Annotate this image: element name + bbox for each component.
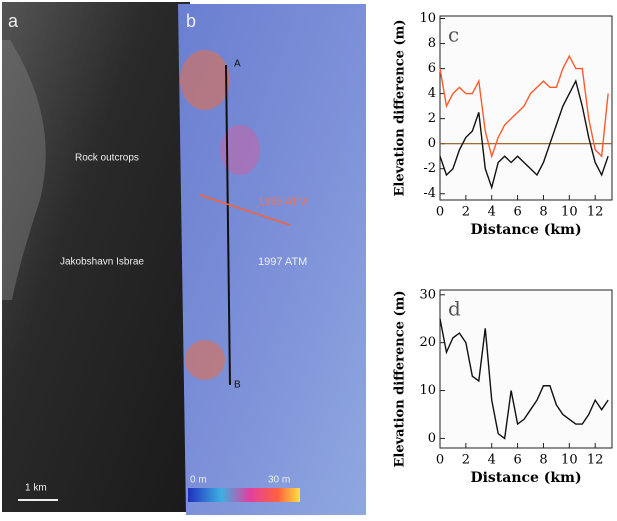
x-tick-label: 8: [539, 453, 547, 468]
y-tick-label: 10: [419, 11, 436, 26]
annotation: Rock outcrops: [75, 153, 139, 164]
panel-label: b: [186, 11, 196, 31]
y-tick-label: 10: [419, 383, 436, 398]
x-tick-label: 10: [561, 453, 578, 468]
colorbar-label: 0 m: [190, 475, 207, 486]
colorbar: [188, 488, 300, 502]
panel-label: d: [448, 297, 461, 321]
y-tick-label: -4: [423, 186, 436, 201]
x-tick-label: 12: [587, 205, 604, 220]
high-region: [185, 340, 225, 380]
y-tick-label: 0: [428, 431, 436, 446]
atm-1995-track: [199, 194, 291, 226]
y-tick-label: 6: [428, 61, 436, 76]
x-tick-label: 0: [436, 205, 444, 220]
y-tick-label: -2: [423, 161, 436, 176]
panel-label: a: [8, 11, 19, 31]
x-tick-label: 2: [462, 205, 470, 220]
y-tick-label: 0: [428, 136, 436, 151]
x-axis-label: Distance (km): [470, 222, 581, 238]
y-tick-label: 20: [419, 335, 436, 350]
plot-frame: [439, 289, 613, 449]
panel-label: c: [448, 23, 459, 47]
rock-texture: [2, 40, 46, 300]
y-tick-label: 2: [428, 111, 436, 126]
y-tick-label: 4: [428, 86, 436, 101]
point-label: A: [234, 59, 241, 70]
high-region: [220, 125, 260, 175]
x-tick-label: 10: [561, 205, 578, 220]
annotation: Jakobshavn Isbrae: [60, 257, 144, 268]
scale-bar-label: 1 km: [25, 483, 47, 494]
x-tick-label: 6: [513, 205, 521, 220]
x-tick-label: 4: [488, 205, 496, 220]
x-tick-label: 2: [462, 453, 470, 468]
x-tick-label: 12: [587, 453, 604, 468]
data-line: [439, 79, 609, 190]
panel-b-image: [178, 4, 366, 515]
plot-frame: [439, 15, 613, 201]
x-tick-label: 4: [488, 453, 496, 468]
annotation: 1997 ATM: [258, 256, 307, 268]
x-tick-label: 6: [513, 453, 521, 468]
high-region: [180, 50, 230, 110]
data-line: [439, 54, 609, 159]
y-tick-label: 30: [419, 287, 436, 302]
y-tick-label: 8: [428, 36, 436, 51]
y-axis-label: Elevation difference (m): [393, 20, 408, 197]
data-line: [439, 318, 609, 440]
colorbar-label: 30 m: [268, 475, 290, 486]
point-label: B: [234, 380, 241, 391]
x-tick-label: 0: [436, 453, 444, 468]
y-axis-label: Elevation difference (m): [393, 291, 408, 468]
x-axis-label: Distance (km): [470, 470, 581, 486]
transect: [225, 64, 231, 386]
annotation: 1995 ATM: [258, 196, 307, 208]
x-tick-label: 8: [539, 205, 547, 220]
